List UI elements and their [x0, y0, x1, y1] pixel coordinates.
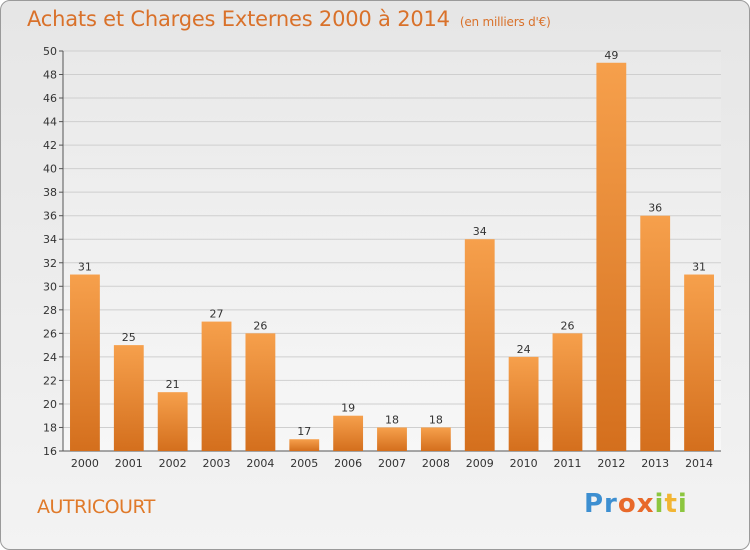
data-label: 18: [385, 413, 399, 426]
x-tick-label: 2011: [553, 457, 581, 470]
y-tick-label: 24: [43, 351, 57, 364]
y-tick-label: 44: [43, 116, 57, 129]
data-label: 26: [560, 319, 574, 332]
commune-name: AUTRICOURT: [37, 496, 155, 518]
x-tick-label: 2003: [203, 457, 231, 470]
y-tick-label: 42: [43, 139, 57, 152]
x-tick-label: 2010: [510, 457, 538, 470]
bar: [245, 333, 276, 451]
bar: [640, 215, 671, 451]
bar: [552, 333, 583, 451]
data-label: 34: [473, 225, 487, 238]
data-label: 31: [692, 261, 706, 274]
y-tick-label: 40: [43, 163, 57, 176]
x-tick-label: 2014: [685, 457, 713, 470]
y-tick-label: 30: [43, 280, 57, 293]
y-tick-label: 26: [43, 327, 57, 340]
y-tick-label: 34: [43, 233, 57, 246]
data-label: 21: [166, 378, 180, 391]
bar: [289, 439, 320, 451]
x-tick-label: 2012: [597, 457, 625, 470]
data-label: 19: [341, 402, 355, 415]
x-tick-label: 2006: [334, 457, 362, 470]
data-label: 17: [297, 425, 311, 438]
y-tick-label: 20: [43, 398, 57, 411]
x-tick-label: 2000: [71, 457, 99, 470]
y-tick-label: 32: [43, 257, 57, 270]
x-tick-label: 2008: [422, 457, 450, 470]
x-tick-label: 2005: [290, 457, 318, 470]
data-label: 49: [604, 49, 618, 62]
y-tick-label: 28: [43, 304, 57, 317]
chart-subtitle: (en milliers d'€): [459, 15, 551, 29]
y-tick-label: 22: [43, 374, 57, 387]
data-label: 26: [253, 319, 267, 332]
bar: [333, 415, 364, 451]
y-tick-label: 16: [43, 445, 57, 458]
y-tick-label: 18: [43, 421, 57, 434]
chart-title: Achats et Charges Externes 2000 à 2014 (e…: [27, 7, 551, 31]
x-tick-label: 2004: [246, 457, 274, 470]
bar: [70, 274, 100, 451]
x-tick-label: 2007: [378, 457, 406, 470]
y-tick-label: 50: [43, 45, 57, 58]
bar: [596, 62, 627, 451]
bar: [113, 345, 144, 451]
y-tick-label: 46: [43, 92, 57, 105]
x-tick-label: 2009: [466, 457, 494, 470]
y-tick-label: 36: [43, 210, 57, 223]
x-tick-label: 2013: [641, 457, 669, 470]
data-label: 27: [210, 308, 224, 321]
data-label: 36: [648, 202, 662, 215]
bar: [157, 392, 188, 451]
bar: [508, 356, 539, 451]
x-tick-label: 2001: [115, 457, 143, 470]
x-tick-label: 2002: [159, 457, 187, 470]
bar: [420, 427, 451, 451]
bar: [377, 427, 407, 451]
y-tick-label: 38: [43, 186, 57, 199]
proxiti-logo: Proxiti: [584, 489, 688, 519]
bar: [201, 321, 232, 451]
bar: [464, 239, 495, 451]
data-label: 24: [517, 343, 531, 356]
bar: [684, 274, 714, 451]
data-label: 18: [429, 413, 443, 426]
data-label: 25: [122, 331, 136, 344]
y-tick-label: 48: [43, 69, 57, 82]
data-label: 31: [78, 261, 92, 274]
